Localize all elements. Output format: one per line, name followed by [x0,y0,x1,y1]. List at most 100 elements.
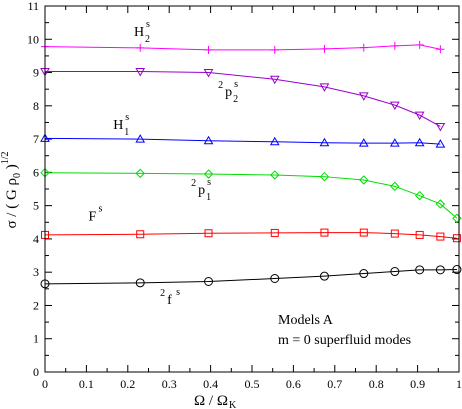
y-tick-label: 4 [33,232,39,246]
x-tick-label: 0.9 [410,377,425,391]
series-label-base: f [167,293,172,308]
series-layer [40,40,462,289]
series-label-subscript: 2 [145,34,150,45]
legend-text-modes: m = 0 superfluid modes [278,333,411,348]
legend-text-models: Models A [278,313,334,328]
data-point-diamond [135,168,145,179]
data-point-square [359,228,368,237]
data-point-circle [415,265,425,275]
data-point-diamond [270,170,280,180]
data-point-triangle-up [319,137,330,147]
data-point-triangle-down [358,92,369,101]
series-line-2p2s [45,71,441,127]
data-point-triangle-down [135,68,146,77]
series-H2s [41,40,445,54]
series-label-2p2s: 2 ps2 [218,79,238,105]
series-line-2fs [44,269,457,285]
legend-text-block: Models A m = 0 superfluid modes [278,313,411,348]
data-point-plus [436,45,445,54]
x-axis-label: Ω / Ω K [194,393,237,409]
y-axis-label-main: σ / ( G ρ [4,178,20,229]
data-point-circle [359,269,369,279]
series-label-H1s: Hs 1 [113,112,129,138]
y-axis-label-sup: 1/2 [0,151,11,164]
x-tick-label: 0.1 [79,377,94,391]
svg-text:Ω / Ω: Ω / Ω [194,393,228,409]
x-tick-label: 0.7 [327,377,342,391]
data-point-circle [135,278,145,288]
data-point-triangle-up [389,138,400,147]
series-label-superscript: s [146,19,150,30]
data-point-square [136,230,145,239]
y-axis-label-close: ) [4,164,20,173]
data-point-square [270,228,279,237]
data-point-plus [270,45,279,54]
x-tick-label: 0.6 [286,377,301,391]
y-tick-label: 7 [33,132,39,146]
data-point-circle [435,265,445,275]
svg-text:σ / ( G ρ0 )1/2: σ / ( G ρ0 )1/2 [0,151,23,228]
x-tick-label: 0.4 [203,377,218,391]
series-line-H1s [44,137,441,145]
x-tick-label: 0.2 [120,377,135,391]
series-label-superscript: s [207,177,211,188]
data-point-circle [452,265,462,275]
data-point-triangle-down [203,69,214,78]
data-point-square [436,232,445,241]
data-point-plus [320,44,329,53]
series-label-superscript: s [98,204,102,215]
y-tick-label: 3 [33,265,39,279]
x-tick-label: 0.3 [162,377,177,391]
x-tick-label: 0 [42,377,48,391]
x-tick-label: 0.8 [369,377,384,391]
series-label-base: H [113,118,123,133]
data-point-triangle-down [414,111,425,121]
y-tick-label: 0 [33,365,39,379]
data-point-triangle-up [358,138,369,147]
data-point-plus [136,43,145,52]
data-point-diamond [203,169,214,179]
series-2p2s [40,68,446,132]
data-point-diamond [452,213,462,223]
plot-frame [44,5,460,373]
x-tick-label: 0.5 [245,377,260,391]
series-label-superscript: s [176,287,180,298]
data-point-square [320,228,329,237]
y-tick-label: 5 [33,199,39,213]
data-point-diamond [359,175,369,185]
data-point-triangle-down [435,122,446,132]
y-tick-label: 9 [33,66,39,80]
series-label-superscript: s [125,112,129,123]
data-point-square [452,234,461,243]
data-point-diamond [319,171,330,182]
data-point-circle [390,267,400,277]
series-label-H2s: Hs 2 [134,19,150,45]
series-line-2p1s [44,172,458,219]
series-label-Fs: Fs [88,204,102,225]
data-point-triangle-up [135,134,146,143]
y-axis-label-sub: 0 [12,173,23,178]
data-point-square [390,229,399,238]
data-point-plus [204,45,213,54]
series-label-prefix: 2 [191,178,196,189]
data-point-triangle-down [389,101,400,111]
data-point-circle [319,271,329,281]
data-point-diamond [390,181,400,192]
data-point-triangle-up [269,136,280,146]
y-tick-label: 8 [33,99,39,113]
x-tick-label: 1 [456,377,462,391]
data-point-diamond [435,199,446,209]
data-point-triangle-up [414,137,425,147]
series-label-prefix: 2 [218,80,223,91]
data-point-triangle-down [269,75,280,85]
data-point-plus [390,41,399,50]
series-label-prefix: 2 [160,288,165,299]
data-point-triangle-up [435,139,446,148]
data-point-triangle-down [319,83,330,92]
x-axis-label-sub: K [229,400,237,409]
y-tick-label: 11 [27,0,39,13]
series-label-subscript: 2 [233,94,238,105]
series-label-base: F [88,210,96,225]
x-axis-label-main: Ω / Ω [194,393,228,409]
